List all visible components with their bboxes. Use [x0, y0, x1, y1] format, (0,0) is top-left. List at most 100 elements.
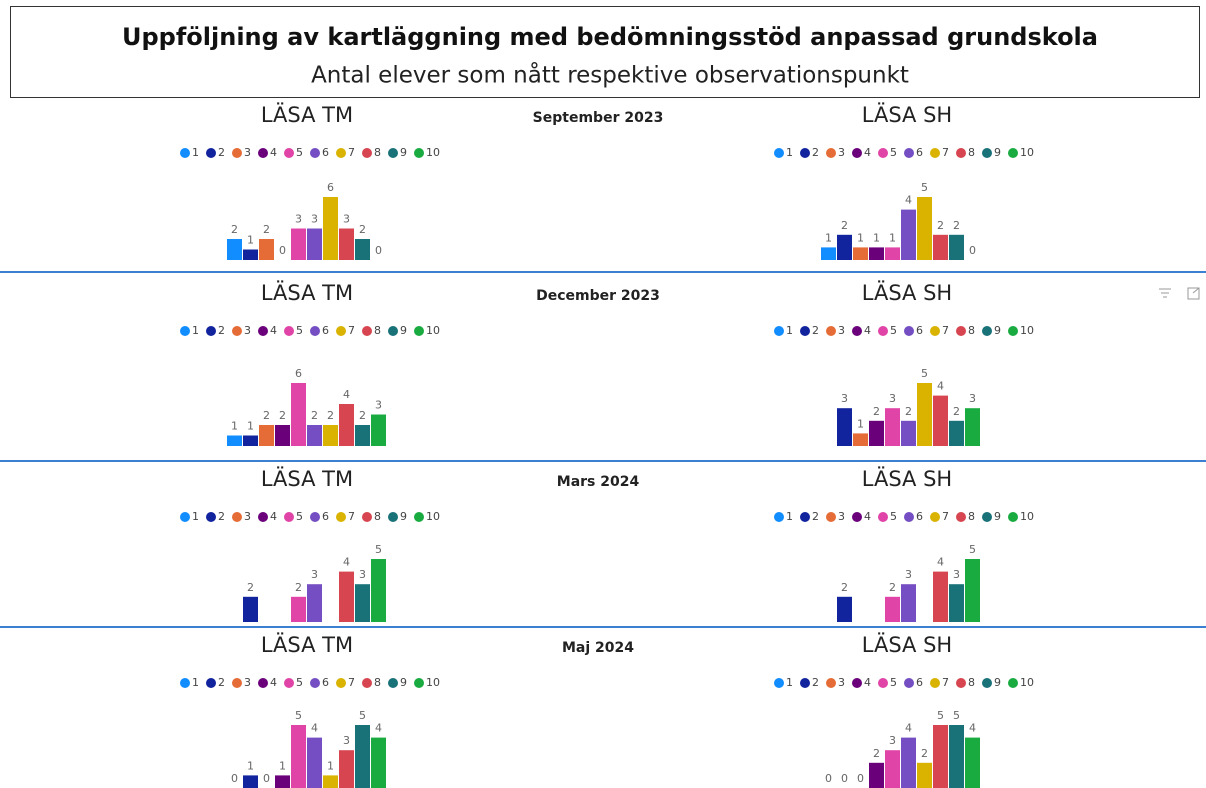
data-label: 4 [343, 388, 350, 401]
legend-label: 1 [192, 324, 199, 337]
legend-label: 2 [812, 146, 819, 159]
legend-marker [878, 326, 888, 336]
bar [339, 404, 354, 446]
chart-title: LÄSA SH [862, 102, 952, 127]
data-label: 2 [263, 409, 270, 422]
legend-label: 2 [218, 146, 225, 159]
data-label: 0 [263, 772, 270, 785]
bar [355, 239, 370, 260]
legend-marker [414, 326, 424, 336]
legend-marker [774, 326, 784, 336]
data-label: 5 [953, 709, 960, 722]
data-label: 2 [295, 581, 302, 594]
bar [355, 425, 370, 446]
chart-title: LÄSA TM [261, 280, 353, 305]
legend-marker [180, 148, 190, 158]
data-label: 4 [937, 556, 944, 569]
data-label: 2 [953, 405, 960, 418]
data-label: 2 [841, 581, 848, 594]
legend-label: 3 [244, 676, 251, 689]
data-label: 3 [889, 734, 896, 747]
data-label: 3 [905, 568, 912, 581]
bar [965, 559, 980, 622]
data-label: 1 [247, 234, 254, 247]
data-label: 6 [327, 181, 334, 194]
bar [917, 762, 932, 788]
legend-marker [956, 678, 966, 688]
legend-label: 7 [348, 676, 355, 689]
legend-label: 7 [942, 324, 949, 337]
bar [949, 725, 964, 788]
data-label: 6 [295, 367, 302, 380]
legend-marker [956, 512, 966, 522]
bar [275, 425, 290, 446]
legend-label: 2 [218, 676, 225, 689]
legend-label: 6 [916, 324, 923, 337]
bar [323, 197, 338, 260]
data-label: 1 [873, 231, 880, 244]
bar [853, 433, 868, 446]
data-label: 4 [311, 722, 318, 735]
bar [965, 408, 980, 446]
legend-marker [930, 678, 940, 688]
legend-marker [362, 326, 372, 336]
legend-marker [414, 512, 424, 522]
expand-icon[interactable] [1187, 287, 1200, 300]
legend-marker [414, 678, 424, 688]
data-label: 3 [841, 392, 848, 405]
filter-icon[interactable] [1159, 288, 1171, 298]
legend-marker [1008, 678, 1018, 688]
bar [243, 435, 258, 446]
legend-label: 2 [218, 324, 225, 337]
bar [837, 596, 852, 622]
legend-label: 3 [244, 146, 251, 159]
legend-label: 1 [192, 146, 199, 159]
legend-marker [904, 148, 914, 158]
chart-title: LÄSA TM [261, 466, 353, 491]
legend-marker [362, 148, 372, 158]
bar [949, 234, 964, 260]
legend-marker [258, 678, 268, 688]
visual-icons[interactable] [1159, 287, 1200, 300]
bar [227, 435, 242, 446]
legend-marker [180, 326, 190, 336]
legend-label: 4 [270, 676, 277, 689]
data-label: 2 [953, 219, 960, 232]
legend-marker [956, 326, 966, 336]
data-label: 0 [231, 772, 238, 785]
period-label: Maj 2024 [562, 640, 634, 656]
bar [885, 750, 900, 788]
bar [949, 584, 964, 622]
legend-marker [206, 678, 216, 688]
legend-label: 8 [968, 324, 975, 337]
data-label: 4 [905, 194, 912, 207]
data-label: 0 [279, 244, 286, 257]
data-label: 3 [969, 392, 976, 405]
bar [371, 559, 386, 622]
legend-marker [232, 512, 242, 522]
bar [291, 228, 306, 260]
data-label: 5 [359, 709, 366, 722]
legend-label: 3 [838, 510, 845, 523]
legend-marker [180, 678, 190, 688]
bar [885, 247, 900, 260]
legend-marker [310, 326, 320, 336]
legend-label: 1 [786, 676, 793, 689]
legend-label: 5 [890, 510, 897, 523]
legend-label: 6 [322, 146, 329, 159]
legend-label: 10 [1020, 510, 1034, 523]
legend-label: 10 [426, 676, 440, 689]
legend-marker [336, 678, 346, 688]
bar [933, 234, 948, 260]
legend-label: 3 [244, 510, 251, 523]
bar [355, 584, 370, 622]
bar [933, 725, 948, 788]
data-label: 2 [359, 409, 366, 422]
legend-label: 9 [994, 324, 1001, 337]
data-label: 4 [905, 722, 912, 735]
data-label: 5 [937, 709, 944, 722]
legend-marker [310, 148, 320, 158]
legend-label: 5 [890, 676, 897, 689]
legend-marker [206, 148, 216, 158]
